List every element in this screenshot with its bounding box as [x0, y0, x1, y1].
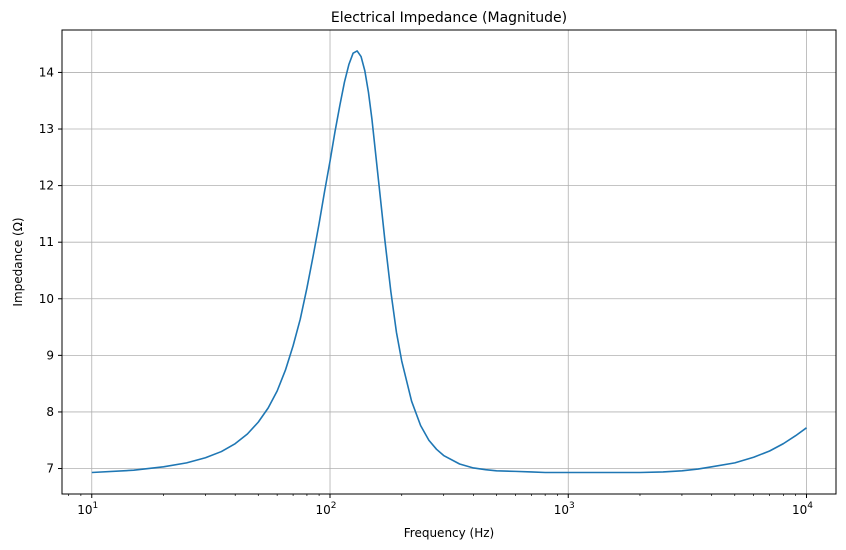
series-layer	[91, 50, 807, 474]
y-tick-label: 10	[39, 292, 54, 306]
impedance-line	[91, 50, 807, 474]
chart-title: Electrical Impedance (Magnitude)	[331, 10, 567, 26]
y-tick-label: 14	[39, 65, 54, 79]
x-axis-label: Frequency (Hz)	[404, 526, 495, 540]
x-tick-label: 103	[554, 501, 575, 517]
y-tick-label: 12	[39, 179, 54, 193]
ticks: 101 102 103 104 7 8 9 10 11 12 13 14	[39, 65, 814, 517]
y-tick-label: 8	[46, 405, 54, 419]
y-axis-label: Impedance (Ω)	[11, 217, 25, 306]
plot-frame	[61, 29, 837, 495]
y-tick-label: 11	[39, 235, 54, 249]
y-tick-label: 9	[46, 348, 54, 362]
grid	[62, 30, 836, 494]
y-tick-label: 7	[46, 462, 54, 476]
x-tick-label: 104	[792, 501, 813, 517]
x-tick-label: 102	[316, 501, 337, 517]
y-tick-label: 13	[39, 122, 54, 136]
x-tick-label: 101	[77, 501, 98, 517]
